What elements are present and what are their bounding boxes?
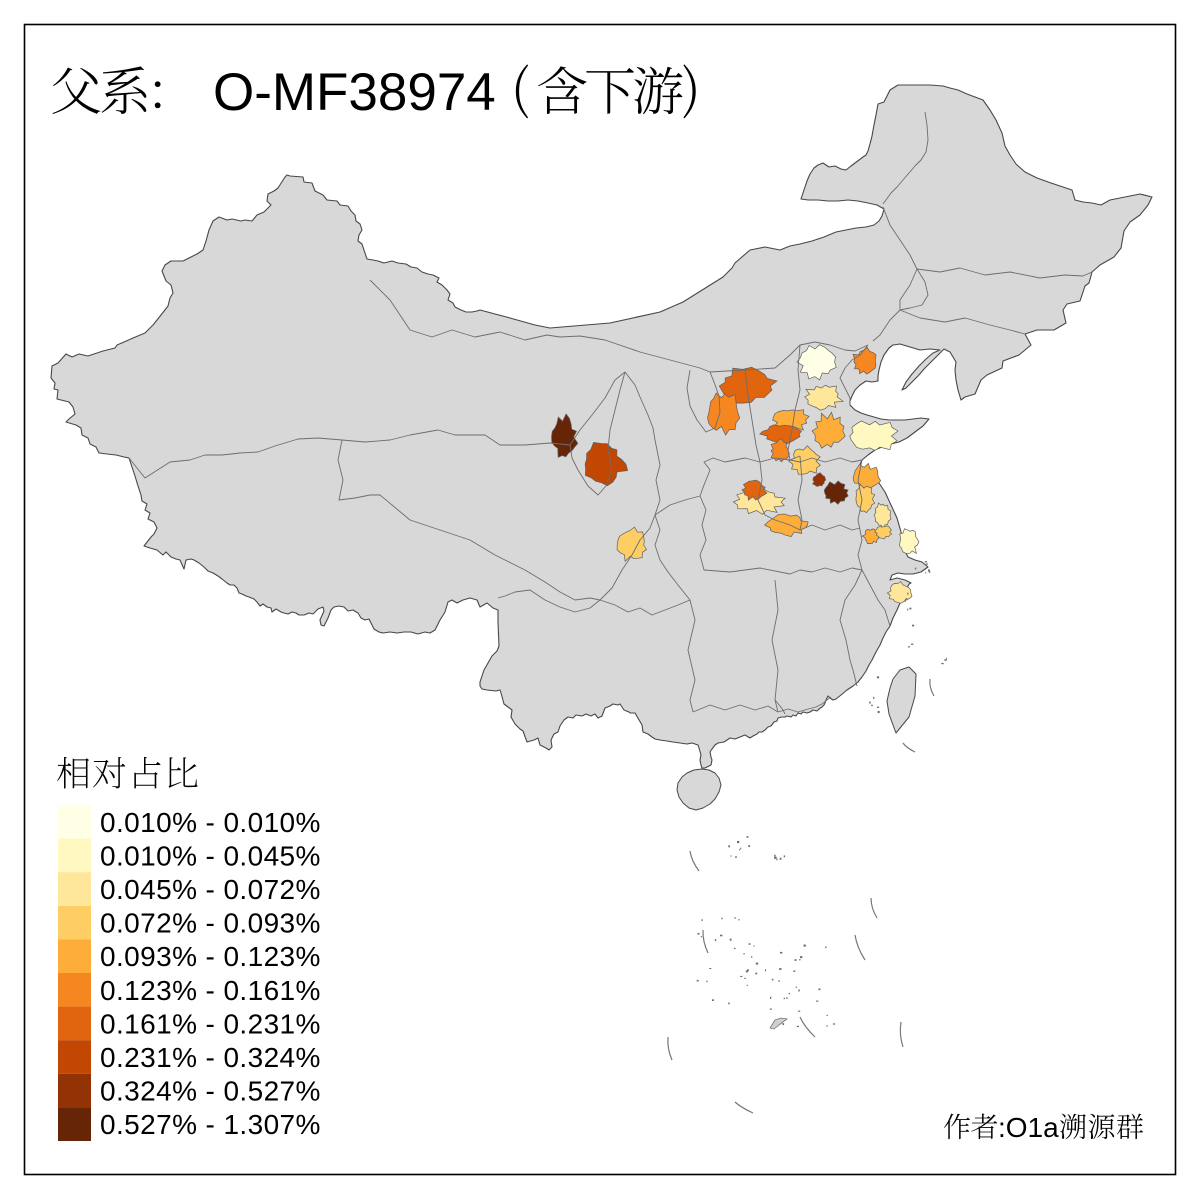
svg-text:0.161% - 0.231%: 0.161% - 0.231% <box>100 1008 321 1039</box>
svg-text:0.010% - 0.045%: 0.010% - 0.045% <box>100 840 321 871</box>
svg-text:0.231% - 0.324%: 0.231% - 0.324% <box>100 1042 321 1073</box>
svg-text:0.123% - 0.161%: 0.123% - 0.161% <box>100 975 321 1006</box>
svg-text:0.010% - 0.010%: 0.010% - 0.010% <box>100 807 321 838</box>
svg-text:0.324% - 0.527%: 0.324% - 0.527% <box>100 1076 321 1107</box>
svg-text:0.072% - 0.093%: 0.072% - 0.093% <box>100 908 321 939</box>
svg-text:O-MF38974: O-MF38974 <box>213 63 496 122</box>
svg-text:0.527% - 1.307%: 0.527% - 1.307% <box>100 1109 321 1140</box>
svg-text:0.093% - 0.123%: 0.093% - 0.123% <box>100 941 321 972</box>
svg-text:0.045% - 0.072%: 0.045% - 0.072% <box>100 874 321 905</box>
svg-text::O1a: :O1a <box>998 1112 1059 1143</box>
